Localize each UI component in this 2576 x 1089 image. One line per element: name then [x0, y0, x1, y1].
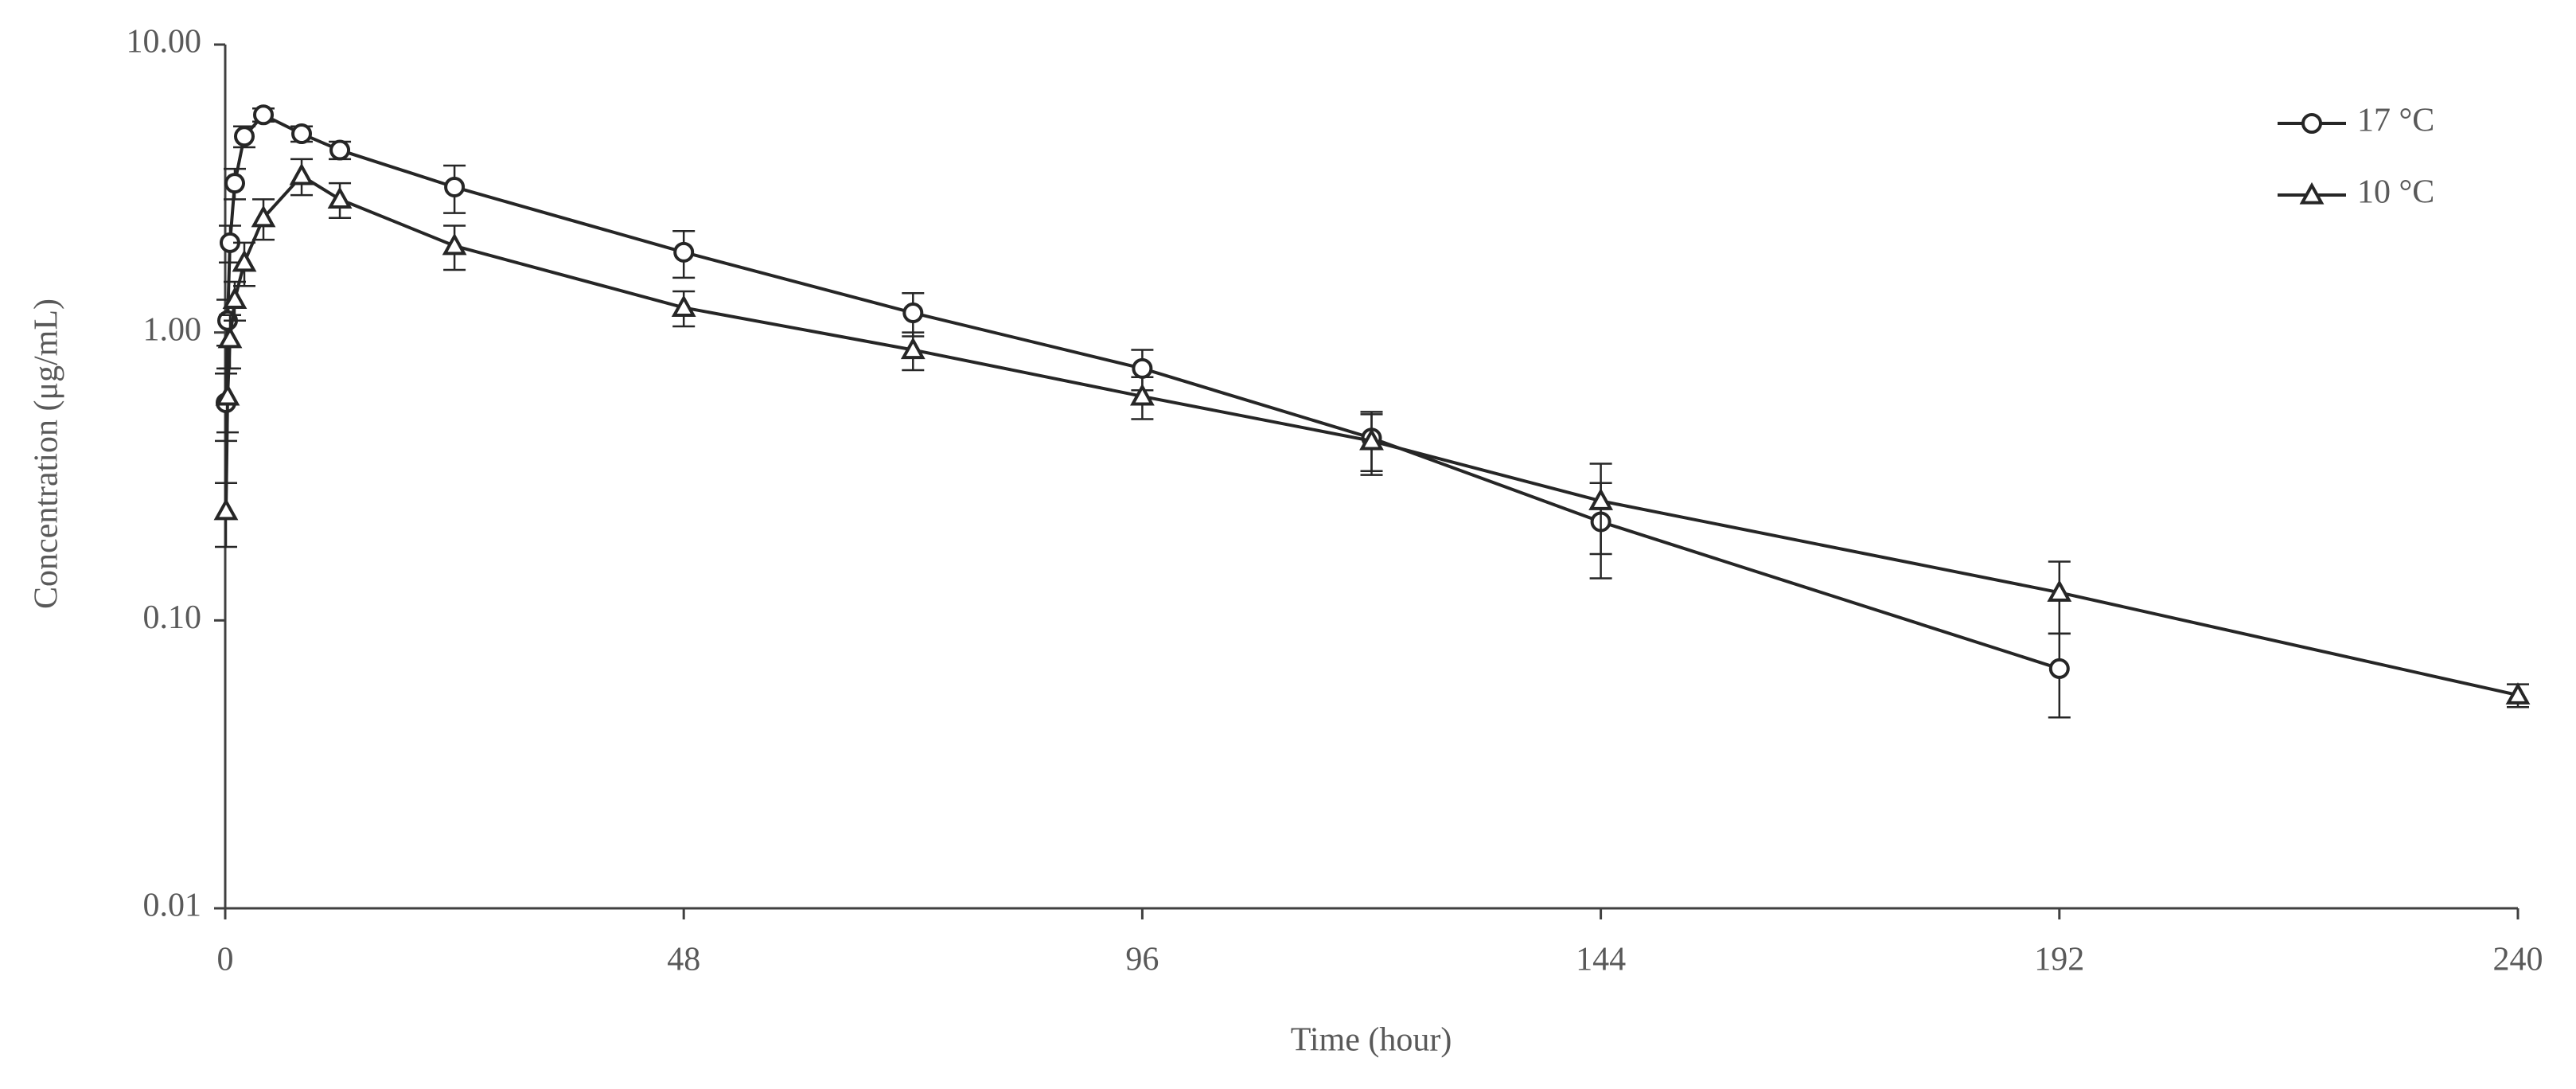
y-axis-title: Concentration (μg/mL) [29, 299, 65, 609]
data-point [234, 126, 255, 147]
x-tick-label: 144 [1576, 942, 1626, 978]
data-point [900, 337, 926, 360]
data-point [1130, 383, 1155, 406]
y-tick-label: 0.01 [143, 888, 202, 924]
x-tick-label: 192 [2034, 942, 2084, 978]
data-point [1359, 427, 1384, 451]
data-point [232, 249, 257, 272]
x-tick-label: 0 [217, 942, 234, 978]
data-point [1588, 488, 1613, 510]
data-point [327, 186, 353, 209]
data-point [2047, 580, 2072, 602]
data-point [224, 173, 246, 194]
data-point [222, 287, 247, 310]
data-point [671, 295, 696, 318]
legend-marker [2301, 113, 2322, 134]
data-point [442, 232, 467, 256]
legend-label: 10 °C [2357, 174, 2434, 211]
y-tick-label: 1.00 [143, 311, 202, 348]
data-point [217, 326, 243, 349]
x-tick-label: 96 [1125, 942, 1159, 978]
x-axis-title: Time (hour) [1291, 1022, 1452, 1059]
data-point [329, 139, 351, 161]
data-point [291, 123, 313, 145]
data-point [289, 162, 314, 185]
data-point [673, 241, 695, 263]
data-point [1132, 357, 1153, 379]
data-point [253, 104, 275, 126]
legend-label: 17 °C [2357, 103, 2434, 139]
data-point [2048, 658, 2070, 679]
data-point [213, 498, 239, 521]
legend-marker [2299, 182, 2325, 205]
data-point [902, 302, 924, 324]
y-tick-label: 10.00 [127, 24, 202, 60]
data-point [2505, 682, 2531, 705]
y-tick-label: 0.10 [143, 599, 202, 636]
series-line [224, 174, 2519, 697]
data-point [251, 205, 276, 228]
data-point [444, 176, 466, 197]
x-tick-label: 48 [667, 942, 700, 978]
x-tick-label: 240 [2493, 942, 2543, 978]
data-point [215, 383, 240, 406]
